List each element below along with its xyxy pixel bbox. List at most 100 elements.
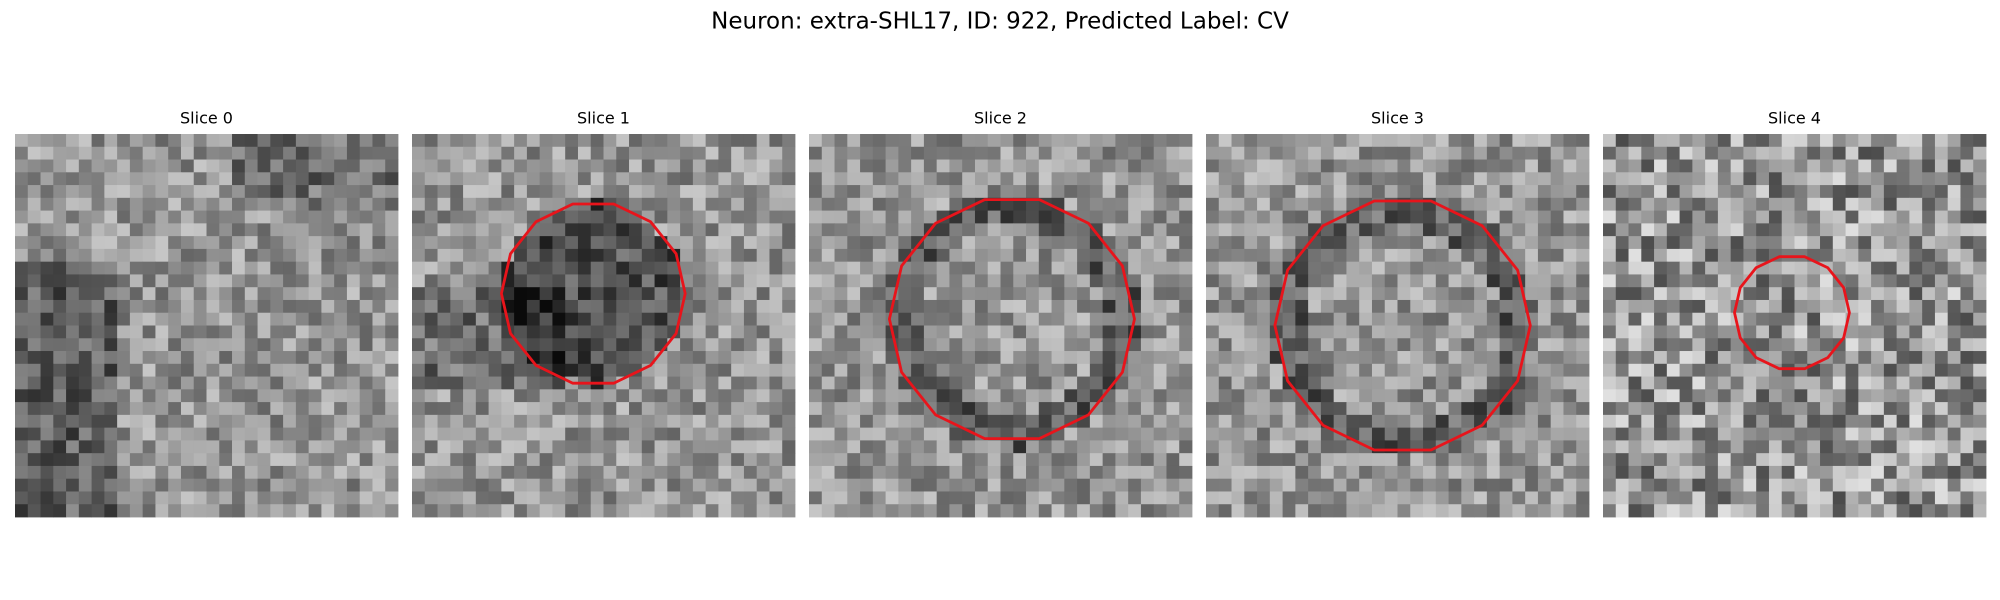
pixel <box>1166 146 1180 160</box>
pixel <box>424 274 438 288</box>
pixel <box>1628 299 1642 314</box>
pixel <box>1654 478 1668 492</box>
pixel <box>1576 146 1590 160</box>
pixel <box>1550 274 1564 288</box>
pixel <box>372 453 386 467</box>
pixel <box>155 402 169 416</box>
pixel <box>1397 414 1411 429</box>
pixel <box>308 376 322 390</box>
pixel <box>1435 134 1449 148</box>
pixel <box>142 146 156 160</box>
pixel <box>769 491 783 505</box>
pixel <box>1871 491 1885 505</box>
pixel <box>1603 414 1617 429</box>
pixel <box>1615 210 1629 224</box>
pixel <box>1128 248 1142 263</box>
pixel <box>27 287 41 301</box>
pixel <box>475 325 489 339</box>
pixel <box>641 146 655 160</box>
pixel <box>295 159 310 173</box>
pixel <box>692 134 707 148</box>
pixel <box>1115 389 1129 403</box>
pixel <box>1768 172 1783 186</box>
pixel <box>1423 453 1437 467</box>
pixel <box>1641 146 1655 160</box>
pixel <box>526 491 541 505</box>
pixel <box>1679 440 1693 454</box>
pixel <box>1333 248 1347 263</box>
pixel <box>756 172 770 186</box>
pixel <box>244 172 258 186</box>
pixel <box>244 427 258 441</box>
pixel <box>565 363 579 377</box>
pixel <box>769 453 783 467</box>
pixel <box>1038 274 1052 288</box>
pixel <box>1820 465 1834 480</box>
pixel <box>219 261 233 275</box>
pixel <box>1922 223 1936 237</box>
pixel <box>1102 299 1116 314</box>
pixel <box>936 440 950 454</box>
pixel <box>1282 491 1296 505</box>
pixel <box>372 312 386 326</box>
pixel <box>809 223 823 237</box>
pixel <box>412 274 426 288</box>
pixel <box>1140 325 1155 339</box>
pixel <box>1512 491 1526 505</box>
pixel <box>1960 146 1974 160</box>
pixel <box>590 248 604 263</box>
pixel <box>872 402 886 416</box>
pixel <box>1166 172 1180 186</box>
pixel <box>1845 363 1859 377</box>
pixel <box>334 261 348 275</box>
pixel <box>872 274 886 288</box>
pixel <box>475 197 489 211</box>
pixel <box>168 312 182 326</box>
pixel <box>359 223 373 237</box>
pixel <box>1013 376 1027 390</box>
pixel <box>244 287 258 301</box>
pixel <box>1756 134 1770 148</box>
pixel <box>1128 414 1142 429</box>
pixel <box>1206 414 1220 429</box>
pixel <box>743 146 758 160</box>
pixel <box>412 376 426 390</box>
pixel <box>1947 338 1961 352</box>
pixel <box>295 363 310 377</box>
pixel <box>1410 261 1424 275</box>
pixel <box>1679 146 1693 160</box>
pixel <box>1115 134 1129 148</box>
pixel <box>1000 312 1014 326</box>
pixel <box>1102 351 1116 365</box>
pixel <box>834 351 848 365</box>
pixel <box>168 325 182 339</box>
pixel <box>308 210 322 224</box>
pixel <box>526 465 541 480</box>
pixel <box>1026 248 1040 263</box>
pixel <box>1448 453 1462 467</box>
pixel <box>1115 312 1129 326</box>
pixel <box>1333 414 1347 429</box>
pixel <box>1832 134 1846 148</box>
pixel <box>1628 185 1642 199</box>
pixel <box>257 185 271 199</box>
pixel <box>756 453 770 467</box>
pixel <box>756 427 770 441</box>
pixel <box>514 210 528 224</box>
pixel <box>1295 491 1309 505</box>
pixel <box>1922 414 1936 429</box>
pixel <box>1486 159 1501 173</box>
pixel <box>1499 146 1513 160</box>
pixel <box>1934 287 1949 301</box>
pixel <box>1320 427 1335 441</box>
pixel <box>1486 427 1501 441</box>
pixel <box>987 261 1001 275</box>
pixel <box>1705 134 1719 148</box>
pixel <box>129 325 144 339</box>
pixel <box>1858 146 1872 160</box>
pixel <box>1512 248 1526 263</box>
pixel <box>1679 185 1693 199</box>
pixel <box>1218 414 1232 429</box>
pixel <box>1615 134 1629 148</box>
pixel <box>1947 134 1961 148</box>
